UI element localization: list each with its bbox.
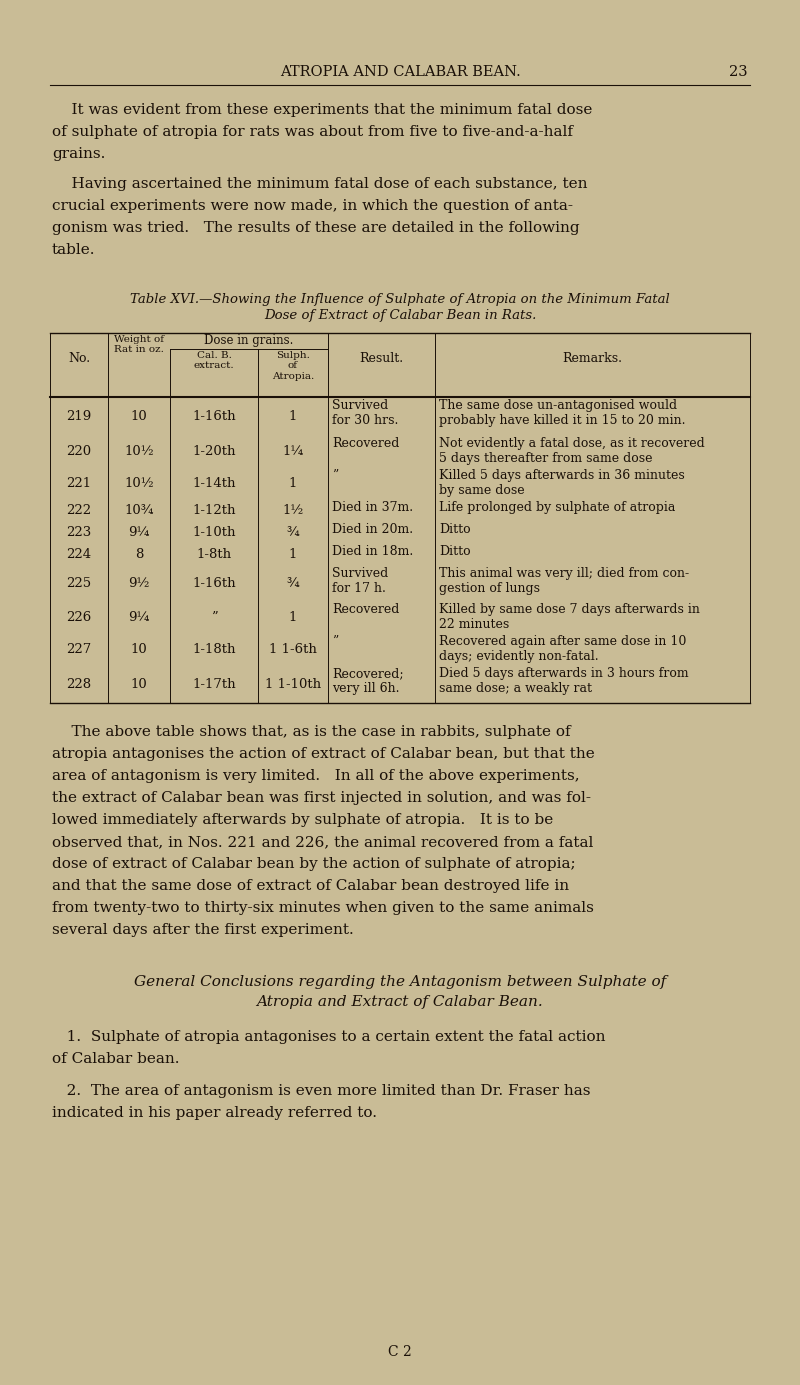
Text: 2.  The area of antagonism is even more limited than Dr. Fraser has: 2. The area of antagonism is even more l… (52, 1084, 590, 1098)
Text: grains.: grains. (52, 147, 106, 161)
Text: several days after the first experiment.: several days after the first experiment. (52, 922, 354, 938)
Text: Cal. B.
extract.: Cal. B. extract. (194, 350, 234, 370)
Text: Died in 18m.: Died in 18m. (332, 546, 414, 558)
Text: of Calabar bean.: of Calabar bean. (52, 1053, 179, 1066)
Text: ”: ” (332, 634, 338, 648)
Text: Recovered: Recovered (332, 438, 399, 450)
Text: Died 5 days afterwards in 3 hours from
same dose; a weakly rat: Died 5 days afterwards in 3 hours from s… (439, 668, 689, 695)
Text: Ditto: Ditto (439, 546, 470, 558)
Text: 228: 228 (66, 679, 91, 691)
Text: Result.: Result. (359, 353, 403, 366)
Text: Life prolonged by sulphate of atropia: Life prolonged by sulphate of atropia (439, 501, 675, 514)
Text: Atropia and Extract of Calabar Bean.: Atropia and Extract of Calabar Bean. (257, 994, 543, 1010)
Text: of sulphate of atropia for rats was about from five to five-and-a-half: of sulphate of atropia for rats was abou… (52, 125, 573, 138)
Text: Died in 20m.: Died in 20m. (332, 524, 413, 536)
Text: table.: table. (52, 242, 95, 258)
Text: 225: 225 (66, 578, 91, 590)
Text: Died in 37m.: Died in 37m. (332, 501, 413, 514)
Text: Dose of Extract of Calabar Bean in Rats.: Dose of Extract of Calabar Bean in Rats. (264, 309, 536, 321)
Text: 9¼: 9¼ (128, 611, 150, 625)
Text: 1.  Sulphate of atropia antagonises to a certain extent the fatal action: 1. Sulphate of atropia antagonises to a … (52, 1030, 606, 1044)
Text: gonism was tried.   The results of these are detailed in the following: gonism was tried. The results of these a… (52, 222, 580, 235)
Text: 10: 10 (130, 410, 147, 422)
Text: Table XVI.—Showing the Influence of Sulphate of Atropia on the Minimum Fatal: Table XVI.—Showing the Influence of Sulp… (130, 294, 670, 306)
Text: 1: 1 (289, 548, 297, 561)
Text: The same dose un-antagonised would
probably have killed it in 15 to 20 min.: The same dose un-antagonised would proba… (439, 399, 686, 427)
Text: 1-18th: 1-18th (192, 643, 236, 656)
Text: 219: 219 (66, 410, 92, 422)
Text: 1-12th: 1-12th (192, 504, 236, 517)
Text: observed that, in Nos. 221 and 226, the animal recovered from a fatal: observed that, in Nos. 221 and 226, the … (52, 835, 594, 849)
Text: 1-10th: 1-10th (192, 526, 236, 539)
Text: The above table shows that, as is the case in rabbits, sulphate of: The above table shows that, as is the ca… (52, 724, 570, 740)
Text: 1: 1 (289, 611, 297, 625)
Text: 1: 1 (289, 410, 297, 422)
Text: 10: 10 (130, 679, 147, 691)
Text: Killed 5 days afterwards in 36 minutes
by same dose: Killed 5 days afterwards in 36 minutes b… (439, 470, 685, 497)
Text: atropia antagonises the action of extract of Calabar bean, but that the: atropia antagonises the action of extrac… (52, 747, 594, 760)
Text: Survived
for 30 hrs.: Survived for 30 hrs. (332, 399, 398, 427)
Text: 1-14th: 1-14th (192, 476, 236, 490)
Text: C 2: C 2 (388, 1345, 412, 1359)
Text: Recovered: Recovered (332, 602, 399, 616)
Text: 1-16th: 1-16th (192, 410, 236, 422)
Text: crucial experiments were now made, in which the question of anta-: crucial experiments were now made, in wh… (52, 199, 573, 213)
Text: indicated in his paper already referred to.: indicated in his paper already referred … (52, 1107, 377, 1120)
Text: Dose in grains.: Dose in grains. (204, 334, 294, 348)
Text: Ditto: Ditto (439, 524, 470, 536)
Text: Killed by same dose 7 days afterwards in
22 minutes: Killed by same dose 7 days afterwards in… (439, 602, 700, 632)
Text: 224: 224 (66, 548, 91, 561)
Text: ¾: ¾ (286, 578, 299, 590)
Text: 10¾: 10¾ (124, 504, 154, 517)
Text: 1-16th: 1-16th (192, 578, 236, 590)
Text: Weight of
Rat in oz.: Weight of Rat in oz. (114, 335, 164, 355)
Text: Recovered;
very ill 6h.: Recovered; very ill 6h. (332, 668, 404, 695)
Text: 1½: 1½ (282, 504, 304, 517)
Text: 10: 10 (130, 643, 147, 656)
Text: ”: ” (332, 470, 338, 482)
Text: 8: 8 (135, 548, 143, 561)
Text: 222: 222 (66, 504, 91, 517)
Text: 226: 226 (66, 611, 92, 625)
Text: 223: 223 (66, 526, 92, 539)
Text: area of antagonism is very limited.   In all of the above experiments,: area of antagonism is very limited. In a… (52, 769, 580, 783)
Text: ATROPIA AND CALABAR BEAN.: ATROPIA AND CALABAR BEAN. (280, 65, 520, 79)
Text: 1 1-6th: 1 1-6th (269, 643, 317, 656)
Text: Survived
for 17 h.: Survived for 17 h. (332, 566, 388, 596)
Text: 1-17th: 1-17th (192, 679, 236, 691)
Text: 10½: 10½ (124, 476, 154, 490)
Text: 220: 220 (66, 445, 91, 458)
Text: Recovered again after same dose in 10
days; evidently non-fatal.: Recovered again after same dose in 10 da… (439, 634, 686, 663)
Text: 23: 23 (730, 65, 748, 79)
Text: Having ascertained the minimum fatal dose of each substance, ten: Having ascertained the minimum fatal dos… (52, 177, 587, 191)
Text: This animal was very ill; died from con-
gestion of lungs: This animal was very ill; died from con-… (439, 566, 689, 596)
Text: dose of extract of Calabar bean by the action of sulphate of atropia;: dose of extract of Calabar bean by the a… (52, 857, 576, 871)
Text: No.: No. (68, 353, 90, 366)
Text: 1-20th: 1-20th (192, 445, 236, 458)
Text: General Conclusions regarding the Antagonism between Sulphate of: General Conclusions regarding the Antago… (134, 975, 666, 989)
Text: from twenty-two to thirty-six minutes when given to the same animals: from twenty-two to thirty-six minutes wh… (52, 902, 594, 915)
Text: It was evident from these experiments that the minimum fatal dose: It was evident from these experiments th… (52, 102, 592, 116)
Text: 227: 227 (66, 643, 92, 656)
Text: the extract of Calabar bean was first injected in solution, and was fol-: the extract of Calabar bean was first in… (52, 791, 591, 805)
Text: 1-8th: 1-8th (197, 548, 231, 561)
Text: and that the same dose of extract of Calabar bean destroyed life in: and that the same dose of extract of Cal… (52, 879, 569, 893)
Text: 1¼: 1¼ (282, 445, 304, 458)
Text: Not evidently a fatal dose, as it recovered
5 days thereafter from same dose: Not evidently a fatal dose, as it recove… (439, 438, 705, 465)
Text: 9½: 9½ (128, 578, 150, 590)
Text: Sulph.
of
Atropia.: Sulph. of Atropia. (272, 350, 314, 381)
Text: 221: 221 (66, 476, 91, 490)
Text: 10½: 10½ (124, 445, 154, 458)
Text: 9¼: 9¼ (128, 526, 150, 539)
Text: lowed immediately afterwards by sulphate of atropia.   It is to be: lowed immediately afterwards by sulphate… (52, 813, 554, 827)
Text: Remarks.: Remarks. (562, 353, 622, 366)
Text: ”: ” (210, 611, 218, 625)
Text: 1 1-10th: 1 1-10th (265, 679, 321, 691)
Text: ¾: ¾ (286, 526, 299, 539)
Text: 1: 1 (289, 476, 297, 490)
